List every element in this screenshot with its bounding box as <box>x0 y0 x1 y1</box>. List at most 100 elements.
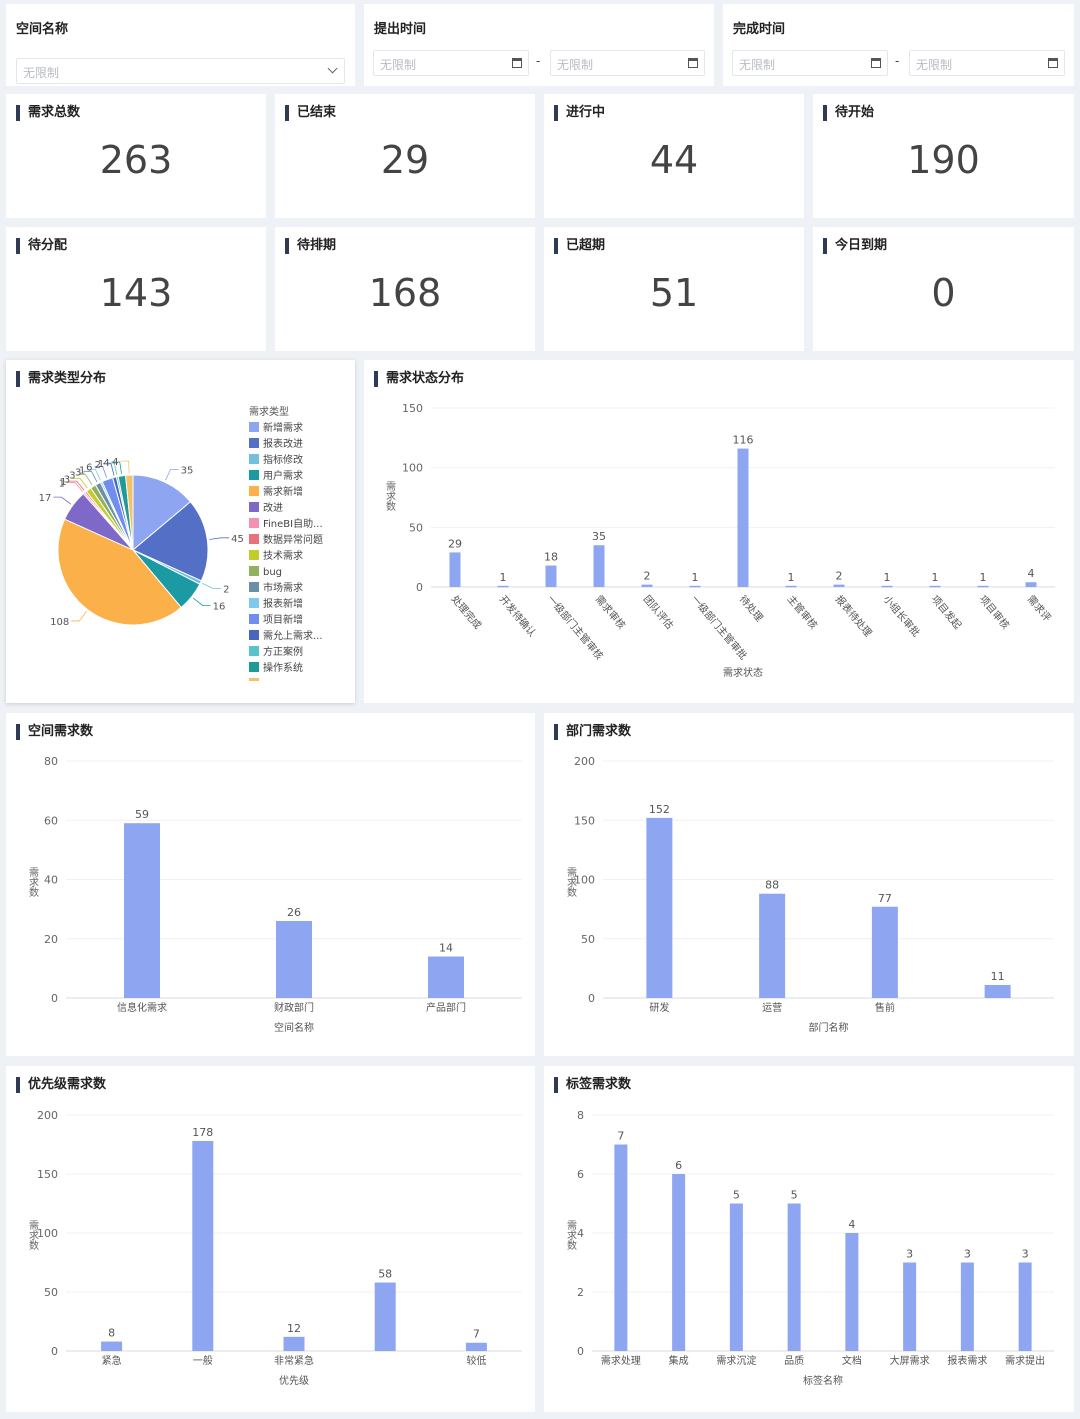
x-tick-label: 需求沉淀 <box>716 1354 756 1367</box>
bar <box>614 1144 628 1351</box>
pie-leader-line <box>87 468 101 481</box>
kpi-value: 29 <box>380 138 430 182</box>
legend-label: 需允上需求... <box>263 631 323 642</box>
y-tick-label: 150 <box>37 1168 58 1181</box>
bar <box>124 823 160 998</box>
legend-swatch <box>249 582 259 592</box>
calendar-icon[interactable] <box>1048 58 1058 68</box>
pie-slice <box>132 501 209 582</box>
legend-label: FineBI自助... <box>263 519 323 530</box>
data-label: 5 <box>733 1189 740 1202</box>
pie-leader-line <box>94 465 108 478</box>
kpi-label: 已超期 <box>554 237 605 255</box>
legend-label: 数据异常问题 <box>263 535 323 546</box>
legend-item[interactable]: 需允上需求... <box>249 629 349 645</box>
kpi-value: 190 <box>907 138 980 182</box>
calendar-icon[interactable] <box>512 58 522 68</box>
bar <box>881 585 893 588</box>
submit-end-date-input[interactable]: 无限制 <box>550 50 705 76</box>
bar <box>465 1342 487 1351</box>
data-label: 18 <box>544 551 558 564</box>
legend-item[interactable]: 报表改进 <box>249 437 349 453</box>
x-axis-label: 优先级 <box>279 1374 309 1387</box>
y-tick-label: 100 <box>402 462 423 475</box>
data-label: 29 <box>448 537 462 550</box>
data-label: 88 <box>765 879 779 892</box>
status-dist-panel: 需求状态分布 0 50 100 150 需求数 29 处理完成 1 开发待确认 18 一级部门主管审… <box>364 360 1074 703</box>
pie-leader-line <box>103 463 115 476</box>
legend-item[interactable]: 技术需求 <box>249 549 349 565</box>
bar <box>737 448 749 587</box>
y-tick-label: 0 <box>416 581 423 594</box>
pie-data-label: 4 <box>112 457 118 468</box>
bar <box>192 1140 214 1351</box>
x-tick-label: 处理完成 <box>449 593 485 632</box>
complete-start-date-input[interactable]: 无限制 <box>732 50 888 76</box>
data-label: 178 <box>192 1126 213 1139</box>
legend-item[interactable]: bug <box>249 565 349 581</box>
data-label: 12 <box>287 1322 301 1335</box>
legend-item[interactable] <box>249 677 349 681</box>
kpi-card-total: 需求总数 263 <box>6 94 266 218</box>
pie-leader-line <box>66 482 84 492</box>
date-separator: - <box>536 54 541 68</box>
legend-item[interactable]: 用户需求 <box>249 469 349 485</box>
data-label: 1 <box>980 571 987 584</box>
y-tick-label: 100 <box>574 874 595 887</box>
legend-swatch <box>249 678 259 681</box>
x-tick-label: 小组长审批 <box>881 593 923 640</box>
y-tick-label: 20 <box>44 933 58 946</box>
pie-data-label: 3 <box>69 471 75 482</box>
bar <box>977 585 989 588</box>
kpi-value: 0 <box>931 271 956 315</box>
legend-label: 市场需求 <box>263 583 303 594</box>
legend-item[interactable]: 数据异常问题 <box>249 533 349 549</box>
legend-label: 项目新增 <box>263 615 303 626</box>
legend-label: 用户需求 <box>263 471 303 482</box>
legend-item[interactable]: 操作系统 <box>249 661 349 677</box>
legend-item[interactable]: 项目新增 <box>249 613 349 629</box>
pie-leader-line <box>71 611 87 622</box>
space-name-select[interactable]: 无限制 <box>16 58 345 84</box>
calendar-icon[interactable] <box>688 58 698 68</box>
pie-legend[interactable]: 需求类型 新增需求 报表改进 指标修改 用户需求 需求新增 改进 FineBI自助... 数据… <box>249 405 349 681</box>
calendar-icon[interactable] <box>871 58 881 68</box>
legend-item[interactable]: 指标修改 <box>249 453 349 469</box>
legend-item[interactable]: FineBI自助... <box>249 517 349 533</box>
kpi-value: 44 <box>649 138 699 182</box>
chart-title: 部门需求数 <box>554 723 631 741</box>
x-tick-label: 需求提出 <box>1005 1354 1045 1367</box>
legend-swatch <box>249 486 259 496</box>
pie-data-label: 16 <box>213 601 226 612</box>
submit-start-date-input[interactable]: 无限制 <box>373 50 529 76</box>
space-name-placeholder: 无限制 <box>23 66 60 80</box>
data-label: 1 <box>932 571 939 584</box>
legend-item[interactable]: 报表新增 <box>249 597 349 613</box>
legend-item[interactable]: 需求新增 <box>249 485 349 501</box>
pie-data-label: 35 <box>181 465 194 476</box>
bar <box>903 1262 917 1351</box>
kpi-card-finished: 已结束 29 <box>275 94 535 218</box>
y-tick-label: 150 <box>574 814 595 827</box>
legend-item[interactable]: 市场需求 <box>249 581 349 597</box>
pie-data-label: 108 <box>50 617 69 628</box>
y-tick-label: 50 <box>44 1286 58 1299</box>
y-axis-label: 需求数 <box>567 1220 577 1252</box>
data-label: 1 <box>788 571 795 584</box>
filter-space-label: 空间名称 <box>16 22 69 37</box>
pie-data-label: 17 <box>39 493 52 504</box>
x-tick-label: 信息化需求 <box>117 1001 167 1014</box>
bar <box>545 565 557 587</box>
legend-label: 报表改进 <box>263 439 303 450</box>
legend-item[interactable]: 改进 <box>249 501 349 517</box>
legend-item[interactable]: 方正案例 <box>249 645 349 661</box>
bar <box>593 545 605 587</box>
y-tick-label: 0 <box>51 992 58 1005</box>
legend-label: 操作系统 <box>263 663 303 674</box>
status-bar-chart: 050100150需求数29处理完成1开发待确认18一级部门主管审核35需求审核… <box>386 402 1055 679</box>
complete-end-date-input[interactable]: 无限制 <box>909 50 1065 76</box>
kpi-card-pending-start: 待开始 190 <box>813 94 1074 218</box>
legend-item[interactable]: 新增需求 <box>249 421 349 437</box>
x-tick-label: 主管审核 <box>785 593 821 632</box>
x-tick-label: 开发待确认 <box>497 593 539 640</box>
